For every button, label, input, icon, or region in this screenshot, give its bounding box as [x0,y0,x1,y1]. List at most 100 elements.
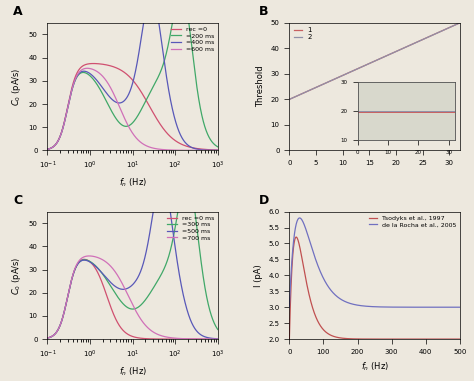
1 [318,83,324,87]
2 [332,77,337,81]
=700 ms [53,330,59,335]
Y-axis label: $C_0$ (pA/s): $C_0$ (pA/s) [10,67,23,106]
=300 ms [184,174,190,179]
Line: Tsodyks et al., 1997: Tsodyks et al., 1997 [289,237,460,339]
=400 ms [210,148,216,152]
Line: rec =0 ms: rec =0 ms [47,259,218,339]
de la Rocha et al., 2005 [419,305,425,309]
=600 ms [123,119,128,123]
rec =0 ms [215,337,221,341]
=300 ms [45,336,50,340]
de la Rocha et al., 2005 [362,304,367,308]
Tsodyks et al., 1997 [293,235,299,239]
=300 ms [210,317,216,322]
Line: =500 ms: =500 ms [47,178,218,339]
rec =0 [91,61,96,66]
=500 ms [159,176,165,180]
=600 ms [84,66,90,70]
de la Rocha et al., 2005 [404,305,410,309]
2 [297,93,302,97]
=600 ms [210,148,216,153]
Text: C: C [13,194,22,207]
rec =0 [179,142,184,147]
=300 ms [210,318,216,322]
=400 ms [179,135,184,139]
=300 ms [179,189,184,194]
1 [448,24,454,29]
de la Rocha et al., 2005 [423,305,428,309]
=500 ms [45,336,50,340]
Line: rec =0: rec =0 [47,64,218,150]
=400 ms [215,148,221,153]
Legend: rec =0, =200 ms, =400 ms, =600 ms: rec =0, =200 ms, =400 ms, =600 ms [171,26,215,53]
=200 ms [123,124,128,129]
X-axis label: $f_n$ (Hz): $f_n$ (Hz) [118,366,146,378]
=400 ms [210,148,216,152]
X-axis label: $f_n$ (Hz): $f_n$ (Hz) [361,360,389,373]
rec =0 ms [128,333,133,338]
1 [286,97,292,102]
=200 ms [210,141,216,145]
de la Rocha et al., 2005 [304,230,310,235]
Tsodyks et al., 1997 [404,337,410,341]
rec =0 ms [210,337,216,341]
Tsodyks et al., 1997 [304,283,310,287]
Legend: Tsodyks et al., 1997, de la Rocha et al., 2005: Tsodyks et al., 1997, de la Rocha et al.… [368,215,456,228]
Line: 1: 1 [289,23,460,99]
=700 ms [179,336,184,341]
=400 ms [53,142,59,146]
Text: D: D [259,194,269,207]
=600 ms [53,142,59,146]
rec =0 ms [179,337,184,341]
Tsodyks et al., 1997 [362,337,367,341]
Text: A: A [13,5,23,18]
1 [457,21,463,25]
=300 ms [123,304,128,309]
rec =0 ms [53,330,59,335]
=700 ms [210,337,216,341]
rec =0 [45,147,50,152]
de la Rocha et al., 2005 [356,303,361,307]
1 [293,94,299,99]
=400 ms [128,88,133,93]
2 [448,24,454,29]
Line: =600 ms: =600 ms [47,68,218,150]
2 [293,94,299,99]
Y-axis label: I (pA): I (pA) [254,264,263,287]
=500 ms [215,336,221,341]
=200 ms [210,141,216,145]
Line: 2: 2 [289,23,460,99]
rec =0 ms [210,337,216,341]
=500 ms [123,287,128,291]
1 [332,77,337,81]
2 [457,21,463,25]
=700 ms [45,336,50,340]
=700 ms [123,288,128,293]
=400 ms [123,97,128,101]
rec =0 [210,147,216,152]
de la Rocha et al., 2005 [457,305,463,309]
rec =0 ms [45,336,50,340]
=600 ms [215,148,221,153]
=700 ms [210,337,216,341]
rec =0 [210,147,216,152]
de la Rocha et al., 2005 [297,216,302,220]
=400 ms [45,147,50,152]
Y-axis label: $C_0$ (pA/s): $C_0$ (pA/s) [10,256,23,295]
=200 ms [128,123,133,127]
Line: =700 ms: =700 ms [47,256,218,339]
rec =0 [53,141,59,146]
=200 ms [45,147,50,152]
Text: B: B [259,5,268,18]
rec =0 ms [82,257,87,262]
1 [297,93,302,97]
Tsodyks et al., 1997 [423,337,428,341]
=300 ms [53,330,59,335]
=300 ms [128,306,133,311]
1 [442,27,448,32]
rec =0 [215,148,221,152]
=600 ms [179,148,184,152]
2 [286,97,292,102]
=700 ms [128,298,133,303]
=500 ms [53,330,59,335]
